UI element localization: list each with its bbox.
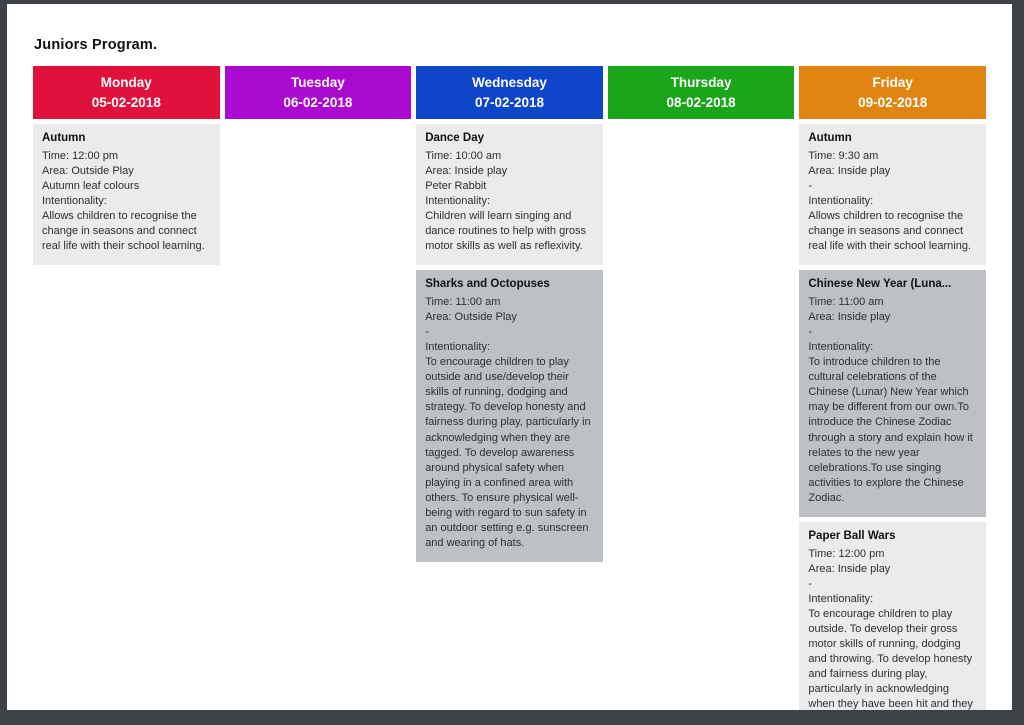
activity-time: Time: 9:30 am — [808, 149, 879, 162]
activity-area: Area: Outside Play — [42, 164, 134, 177]
activity-extra: - — [808, 179, 813, 192]
activity-card: Autumn Time: 12:00 pm Area: Outside Play… — [33, 124, 220, 266]
activity-time: Time: 12:00 pm — [808, 547, 885, 560]
intentionality-text: Children will learn singing and dance ro… — [425, 210, 587, 253]
day-name: Friday — [872, 74, 913, 90]
activity-card: Autumn Time: 9:30 am Area: Inside play -… — [799, 124, 986, 266]
intentionality-text: Allows children to recognise the change … — [42, 210, 205, 253]
activity-card: Chinese New Year (Luna... Time: 11:00 am… — [799, 270, 986, 517]
column-friday: Friday 09-02-2018 Autumn Time: 9:30 am A… — [799, 66, 986, 725]
column-monday: Monday 05-02-2018 Autumn Time: 12:00 pm … — [33, 66, 220, 710]
column-wednesday: Wednesday 07-02-2018 Dance Day Time: 10:… — [416, 66, 603, 710]
day-header-monday: Monday 05-02-2018 — [33, 66, 220, 119]
activity-card: Dance Day Time: 10:00 am Area: Inside pl… — [416, 124, 603, 266]
intentionality-label: Intentionality: — [808, 341, 874, 354]
intentionality-label: Intentionality: — [425, 194, 491, 207]
activity-time: Time: 10:00 am — [425, 149, 502, 162]
intentionality-text: Allows children to recognise the change … — [808, 210, 972, 253]
intentionality-label: Intentionality: — [42, 194, 107, 207]
activity-area: Area: Inside play — [425, 164, 508, 177]
activity-title: Autumn — [42, 132, 86, 144]
program-page: Juniors Program. Monday 05-02-2018 Autum… — [7, 4, 1012, 725]
day-name: Monday — [100, 74, 152, 90]
column-thursday: Thursday 08-02-2018 — [607, 66, 795, 710]
activity-area: Area: Inside play — [808, 311, 891, 323]
day-header-tuesday: Tuesday 06-02-2018 — [224, 66, 412, 119]
activity-title: Chinese New Year (Luna... — [808, 278, 952, 291]
day-header-friday: Friday 09-02-2018 — [799, 66, 986, 119]
activity-time: Time: 12:00 pm — [42, 149, 119, 162]
week-columns: Monday 05-02-2018 Autumn Time: 12:00 pm … — [33, 66, 986, 725]
day-date: 08-02-2018 — [666, 94, 736, 110]
activity-card: Sharks and Octopuses Time: 11:00 am Area… — [416, 270, 603, 562]
intentionality-label: Intentionality: — [425, 341, 491, 354]
activity-title: Paper Ball Wars — [808, 529, 896, 542]
activity-area: Area: Inside play — [808, 562, 891, 575]
activity-time: Time: 11:00 am — [425, 295, 501, 308]
activity-card: Paper Ball Wars Time: 12:00 pm Area: Ins… — [799, 521, 986, 725]
day-header-wednesday: Wednesday 07-02-2018 — [416, 66, 603, 119]
intentionality-label: Intentionality: — [808, 194, 874, 207]
day-header-thursday: Thursday 08-02-2018 — [607, 66, 795, 119]
intentionality-label: Intentionality: — [808, 592, 874, 605]
activity-title: Dance Day — [425, 132, 484, 144]
activity-title: Autumn — [808, 132, 852, 144]
activity-area: Area: Inside play — [808, 164, 891, 177]
day-name: Thursday — [670, 74, 732, 90]
activity-extra: - — [425, 326, 429, 339]
day-name: Tuesday — [291, 74, 345, 90]
activity-area: Area: Outside Play — [425, 311, 517, 323]
intentionality-text: To encourage children to play outside an… — [425, 356, 591, 549]
column-tuesday: Tuesday 06-02-2018 — [224, 66, 412, 710]
page-title: Juniors Program. — [34, 37, 158, 53]
activity-extra: Peter Rabbit — [425, 179, 487, 192]
activity-extra: - — [808, 577, 813, 590]
activity-title: Sharks and Octopuses — [425, 278, 550, 291]
day-date: 05-02-2018 — [91, 94, 161, 110]
activity-extra: Autumn leaf colours — [42, 179, 140, 192]
intentionality-text: To introduce children to the cultural ce… — [808, 356, 973, 504]
activity-time: Time: 11:00 am — [808, 295, 884, 308]
day-date: 06-02-2018 — [283, 94, 353, 110]
activity-extra: - — [808, 326, 813, 339]
day-date: 09-02-2018 — [858, 94, 928, 110]
intentionality-text: To encourage children to play outside. T… — [808, 607, 973, 725]
day-date: 07-02-2018 — [474, 94, 545, 110]
day-name: Wednesday — [472, 74, 547, 90]
